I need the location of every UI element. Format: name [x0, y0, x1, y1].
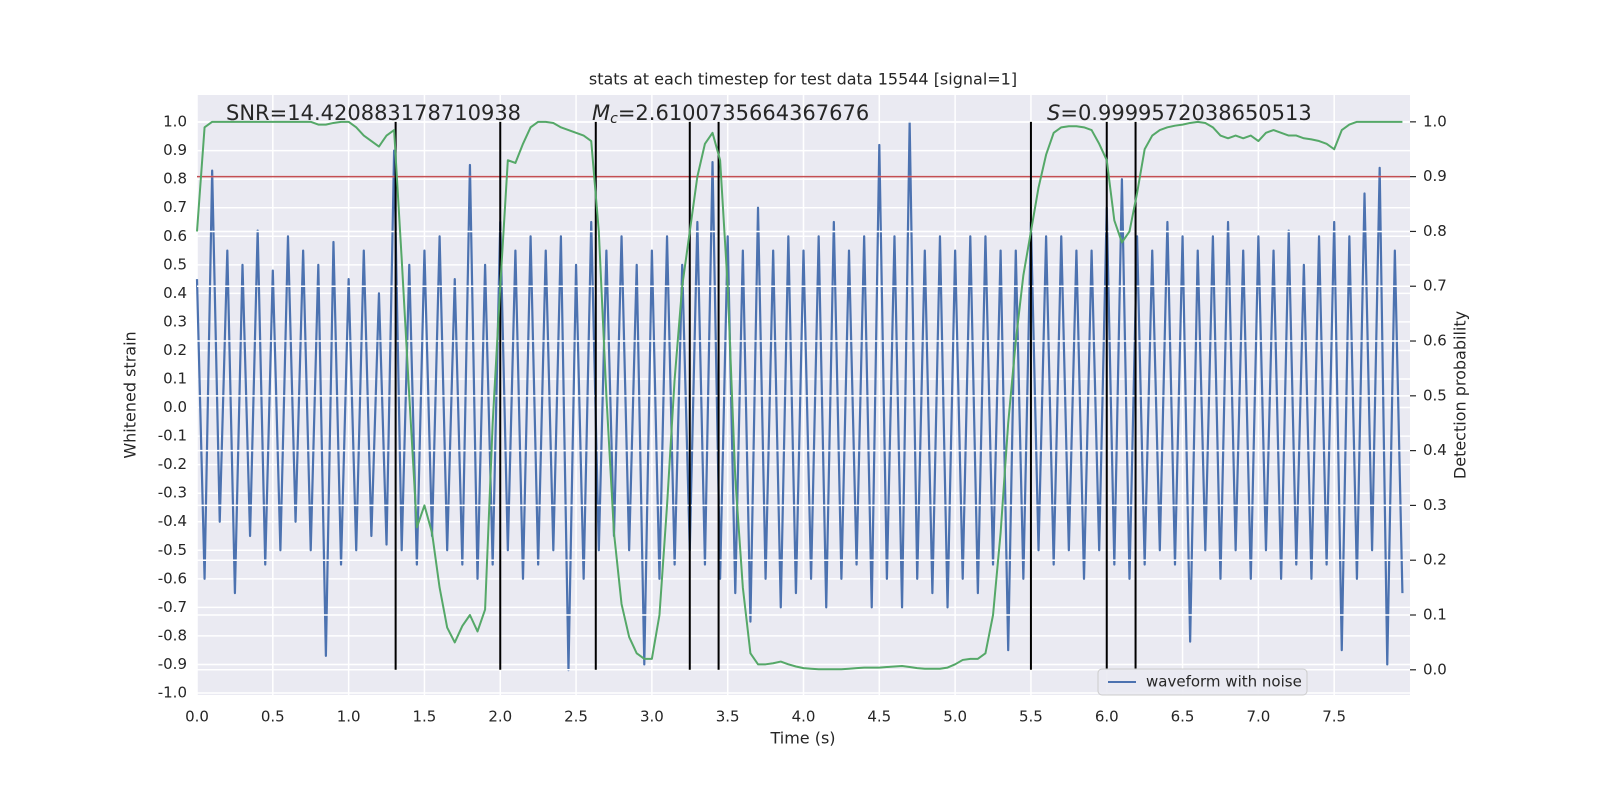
series-line	[196, 120, 1403, 671]
y-axis-label: Whitened strain	[121, 331, 140, 458]
y-tick-label: 0.1	[163, 370, 187, 388]
y-tick-label: 0.8	[163, 170, 187, 188]
annotation: SNR=14.420883178710938	[226, 101, 521, 125]
x-tick-label: 0.5	[261, 708, 285, 726]
y-tick-label: 0.3	[163, 312, 187, 330]
y-tick-label: -0.8	[158, 626, 187, 644]
annotation: S=0.9999572038650513	[1047, 101, 1312, 125]
x-tick-label: 0.0	[185, 708, 209, 726]
x-tick-label: 5.0	[943, 708, 967, 726]
x-tick-label: 3.0	[640, 708, 664, 726]
annotation: Mc=2.6100735664367676	[592, 101, 869, 127]
y2-tick-label: 0.3	[1423, 496, 1447, 514]
series-line	[195, 121, 1404, 672]
y2-tick-label: 0.9	[1423, 167, 1447, 185]
y2-tick-label: 0.5	[1423, 386, 1447, 404]
y2-axis-label: Detection probability	[1451, 311, 1470, 479]
y-tick-label: -0.4	[158, 512, 187, 530]
y-tick-label: -1.0	[158, 684, 187, 702]
x-tick-label: 6.5	[1171, 708, 1195, 726]
x-tick-label: 6.0	[1095, 708, 1119, 726]
y2-tick-label: 0.2	[1423, 551, 1447, 569]
y2-tick-label: 1.0	[1423, 112, 1447, 130]
annotation-symbol: M	[592, 101, 610, 125]
chart-title: stats at each timestep for test data 155…	[589, 70, 1017, 89]
x-tick-label: 7.0	[1246, 708, 1270, 726]
y2-tick-label: 0.4	[1423, 441, 1447, 459]
y-tick-label: -0.9	[158, 655, 187, 673]
x-tick-label: 1.5	[413, 708, 437, 726]
y-tick-label: -0.5	[158, 541, 187, 559]
y-tick-label: 0.7	[163, 198, 187, 216]
x-tick-label: 5.5	[1019, 708, 1043, 726]
y-tick-label: 0.5	[163, 255, 187, 273]
x-tick-label: 7.5	[1322, 708, 1346, 726]
y2-tick-label: 0.7	[1423, 277, 1447, 295]
x-tick-label: 4.5	[867, 708, 891, 726]
annotation-subscript: c	[610, 111, 618, 127]
x-tick-label: 2.5	[564, 708, 588, 726]
y2-tick-label: 0.0	[1423, 660, 1447, 678]
annotation-text: =0.9999572038650513	[1060, 101, 1311, 125]
annotation-symbol: S	[1047, 101, 1060, 125]
x-tick-label: 4.0	[792, 708, 816, 726]
y2-tick-label: 0.6	[1423, 332, 1447, 350]
y-tick-label: 0.9	[163, 141, 187, 159]
x-tick-label: 3.5	[716, 708, 740, 726]
y-tick-label: -0.1	[158, 427, 187, 445]
y-tick-label: 0.2	[163, 341, 187, 359]
legend-box	[1097, 668, 1308, 696]
x-axis-label: Time (s)	[769, 729, 835, 748]
y-tick-label: 0.6	[163, 227, 187, 245]
y-tick-label: -0.7	[158, 598, 187, 616]
y-tick-label: -0.6	[158, 569, 187, 587]
x-tick-label: 2.0	[488, 708, 512, 726]
y-tick-label: 0.4	[163, 284, 187, 302]
y-tick-label: 1.0	[163, 113, 187, 131]
annotation-text: =2.6100735664367676	[618, 101, 869, 125]
x-tick-label: 1.0	[337, 708, 361, 726]
y2-tick-label: 0.8	[1423, 222, 1447, 240]
y-tick-label: 0.0	[163, 398, 187, 416]
y-tick-label: -0.3	[158, 484, 187, 502]
legend-label: waveform with noise	[1146, 673, 1302, 691]
y2-tick-label: 0.1	[1423, 606, 1447, 624]
y-tick-label: -0.2	[158, 455, 187, 473]
annotation-text: SNR=14.420883178710938	[226, 101, 521, 125]
